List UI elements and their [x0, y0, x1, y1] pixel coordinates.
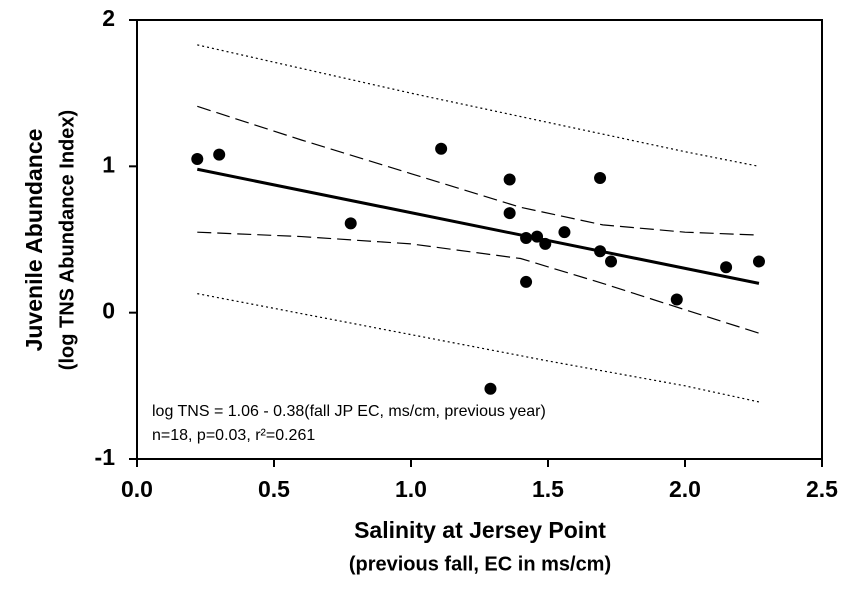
data-point	[594, 172, 607, 185]
data-point	[213, 148, 226, 161]
fit-line	[197, 44, 760, 167]
x-tick-label: 1.0	[395, 476, 427, 502]
y-tick-label: 2	[102, 5, 115, 31]
data-point	[484, 382, 497, 395]
fit-line	[197, 293, 760, 403]
data-point	[539, 237, 552, 250]
y-axis-sublabel: (log TNS Abundance Index)	[56, 110, 78, 370]
x-tick-label: 0.0	[121, 476, 153, 502]
x-tick-label: 2.0	[669, 476, 701, 502]
fit-line	[197, 231, 760, 334]
data-point	[531, 230, 544, 243]
data-point	[520, 232, 533, 245]
data-point	[503, 207, 516, 220]
y-tick-label: -1	[95, 444, 116, 470]
x-axis-label: Salinity at Jersey Point	[354, 517, 606, 543]
y-tick-label: 0	[102, 298, 115, 324]
data-point	[344, 217, 357, 230]
data-point	[435, 142, 448, 155]
x-tick-label: 1.5	[532, 476, 564, 502]
x-tick-label: 0.5	[258, 476, 290, 502]
x-tick-label: 2.5	[806, 476, 838, 502]
annotation: n=18, p=0.03, r²=0.261	[152, 427, 315, 444]
y-axis-label: Juvenile Abundance	[21, 129, 47, 352]
data-point	[605, 255, 618, 268]
data-point	[594, 245, 607, 258]
fit-line	[196, 167, 760, 285]
data-point	[670, 293, 683, 306]
annotation: log TNS = 1.06 - 0.38(fall JP EC, ms/cm,…	[152, 403, 546, 420]
y-tick-label: 1	[102, 151, 115, 177]
data-point	[503, 173, 516, 186]
data-point	[752, 255, 765, 268]
data-point	[191, 153, 204, 166]
data-point	[520, 275, 533, 288]
data-point	[720, 261, 733, 274]
plot-frame	[136, 19, 823, 460]
fit-line	[197, 105, 760, 236]
data-point	[558, 226, 571, 239]
x-axis-sublabel: (previous fall, EC in ms/cm)	[349, 553, 611, 575]
